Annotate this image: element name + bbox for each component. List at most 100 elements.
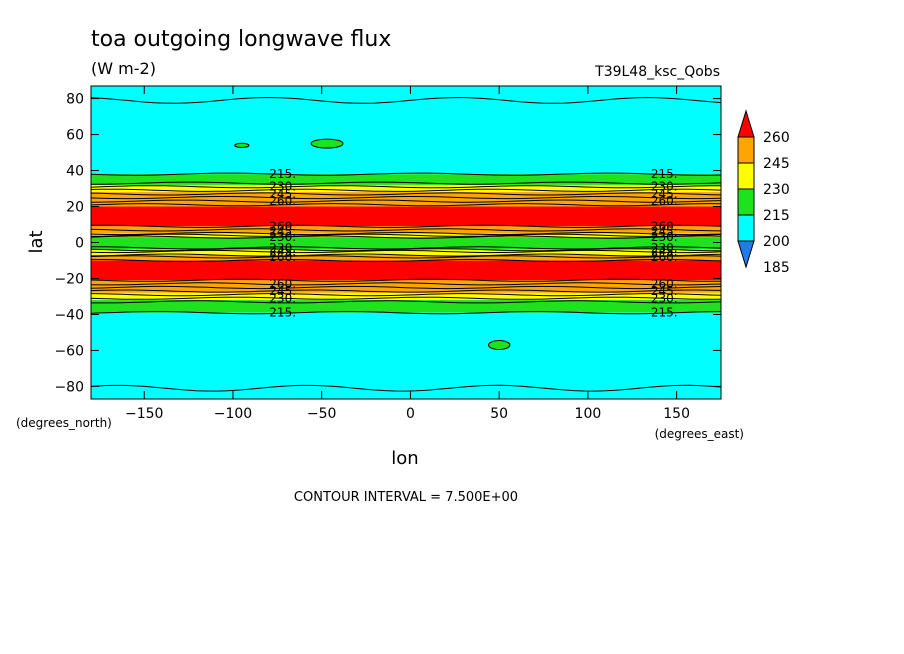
contour-line [90, 233, 722, 237]
contour-label: 245. [651, 244, 678, 258]
contour-label: 260. [651, 194, 678, 208]
contour-line [90, 188, 722, 192]
colorbar-segment [737, 162, 755, 190]
contour-line [90, 249, 722, 254]
x-tick-label: −50 [307, 406, 337, 422]
x-tick-label: 50 [490, 406, 508, 422]
x-tick-label: 100 [575, 406, 602, 422]
colorbar-level-label: 185 [763, 260, 790, 276]
x-tick-label: 150 [663, 406, 690, 422]
contour-label: 230. [269, 291, 296, 305]
color-band [91, 312, 721, 399]
color-band [91, 260, 721, 281]
contour-line [90, 255, 722, 259]
y-tick-label: 0 [75, 236, 84, 252]
y-tick-label: 40 [66, 164, 84, 180]
contour-label: 245. [651, 225, 678, 239]
contour-island [234, 142, 250, 149]
color-band [91, 174, 721, 185]
contour-line [90, 278, 721, 282]
contour-label: 245. [651, 284, 678, 298]
contour-line [90, 228, 722, 232]
contour-labels: 215.230.245.260.260.245.230.230.245.260.… [269, 167, 677, 320]
colorbar-level-label: 230 [763, 182, 790, 198]
contour-label: 230. [269, 180, 296, 194]
contour-label: 215. [651, 167, 678, 181]
colorbar: 260 245 230 215 200 185 [737, 109, 790, 276]
color-band [91, 184, 721, 193]
color-band [91, 292, 721, 301]
x-axis-units: (degrees_east) [655, 427, 744, 441]
contour-label: 230. [269, 230, 296, 244]
color-band [91, 249, 721, 256]
contour-label: 230. [651, 241, 678, 255]
y-tick-label: −40 [54, 307, 84, 323]
colorbar-level-label: 245 [763, 156, 790, 172]
y-tick-label: 60 [66, 128, 84, 144]
contour-label: 230. [651, 230, 678, 244]
contour-line [90, 199, 722, 203]
y-axis-units: (degrees_north) [16, 416, 112, 430]
contour-line [91, 300, 722, 304]
contour-line [90, 285, 722, 290]
contour-lines [90, 96, 722, 392]
contour-label: 260. [269, 219, 296, 233]
y-axis-label: lat [26, 230, 47, 253]
contour-line [90, 196, 722, 200]
contour-line [90, 235, 722, 239]
x-axis-label: lon [391, 448, 418, 469]
contour-label: 260. [269, 250, 296, 264]
y-tick-label: −60 [54, 343, 84, 359]
contour-line [90, 258, 722, 263]
contour-island [488, 340, 511, 351]
contour-line [90, 185, 721, 189]
contour-line [90, 172, 722, 176]
contour-line [90, 253, 722, 257]
colorbar-level-label: 260 [763, 130, 790, 146]
colorbar-max-arrow [737, 109, 755, 138]
contour-label: 260. [269, 277, 296, 291]
contour-line [90, 96, 722, 104]
contour-label: 260. [651, 250, 678, 264]
x-tick-label: −100 [214, 406, 252, 422]
contour-line [90, 203, 722, 207]
chart-title: toa outgoing longwave flux [91, 27, 391, 52]
y-tick-label: −20 [54, 271, 84, 287]
x-tick-label: 0 [406, 406, 415, 422]
contour-line [90, 293, 722, 297]
colorbar-level-label: 200 [763, 234, 790, 250]
contour-line [90, 224, 722, 228]
contour-label: 230. [269, 241, 296, 255]
y-axis-ticks: 80 60 40 20 0 −20 −40 −60 −80 [54, 92, 721, 395]
color-band [91, 86, 721, 175]
run-label: T39L48_ksc_Qobs [594, 64, 720, 80]
contour-label: 230. [651, 180, 678, 194]
contour-label: 215. [269, 167, 296, 181]
colorbar-segment [737, 214, 755, 242]
colorbar-level-label: 215 [763, 208, 790, 224]
contour-line [90, 296, 721, 300]
contour-label: 245. [269, 244, 296, 258]
contour-label: 260. [269, 194, 296, 208]
y-tick-label: 20 [66, 200, 84, 216]
contour-interval-note: CONTOUR INTERVAL = 7.500E+00 [294, 490, 518, 505]
contour-label: 215. [269, 306, 296, 320]
colorbar-segment [737, 136, 755, 164]
contour-line [90, 248, 722, 252]
contour-label: 245. [269, 187, 296, 201]
contour-label: 260. [651, 219, 678, 233]
color-band [91, 206, 721, 227]
contour-label: 260. [651, 277, 678, 291]
color-band [91, 192, 721, 207]
contour-line [90, 384, 722, 392]
y-tick-label: −80 [54, 379, 84, 395]
colorbar-segment [737, 188, 755, 216]
color-band [91, 237, 721, 250]
contour-islands [234, 138, 511, 351]
contour-island [310, 138, 344, 149]
contour-line [91, 181, 722, 185]
x-tick-label: −150 [125, 406, 163, 422]
contour-line [90, 282, 722, 286]
color-bands [91, 86, 721, 399]
